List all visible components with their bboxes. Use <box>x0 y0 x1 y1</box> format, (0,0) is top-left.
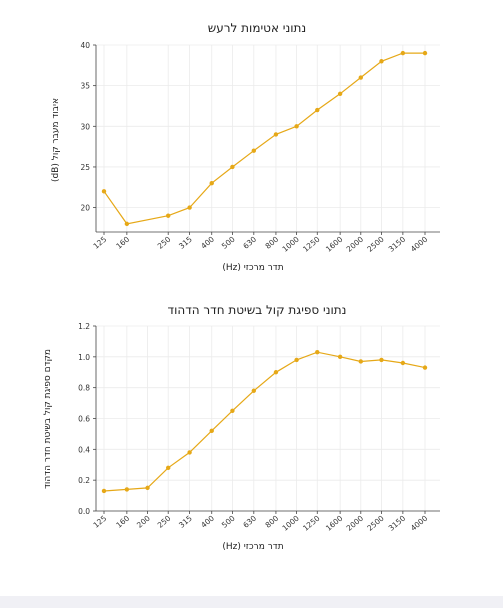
x-tick-label: 250 <box>156 234 173 250</box>
data-point <box>379 59 384 64</box>
data-point <box>273 132 279 137</box>
data-point <box>230 408 235 413</box>
data-point <box>400 360 406 366</box>
x-tick-label: 315 <box>177 234 194 250</box>
data-point <box>358 359 363 364</box>
x-tick-label: 500 <box>220 513 237 529</box>
x-tick-label: 160 <box>114 513 131 529</box>
x-ticks: 125 160 200 250 315 400 500 630 800 1000 1250 1600 2… <box>92 511 430 533</box>
x-tick-label: 400 <box>199 234 216 250</box>
data-point <box>187 450 192 455</box>
x-tick-label: 800 <box>263 234 280 250</box>
data-point <box>337 91 343 96</box>
y-tick-label: 35 <box>80 82 90 91</box>
y-tick-label: 0.0 <box>78 507 90 516</box>
data-point <box>315 107 320 113</box>
x-tick-label: 2000 <box>345 513 366 532</box>
sound-absorption-chart: נתוני ספיגת קול בשיטת חדר הדהוד 0.00.20.… <box>43 303 440 552</box>
y-axis-label: מקדם ספיגת קול בשיטת חדר הדהוד <box>43 349 53 489</box>
x-tick-label: 1000 <box>280 234 301 253</box>
x-tick-label: 500 <box>220 234 237 250</box>
x-tick-label: 4000 <box>409 513 430 532</box>
y-tick-label: 0.2 <box>78 476 90 485</box>
x-axis-label: תדר מרכזי (Hz) <box>222 542 283 552</box>
x-tick-label: 400 <box>199 513 216 529</box>
data-point <box>379 357 384 363</box>
data-point <box>166 213 171 218</box>
x-tick-label: 2500 <box>365 513 386 532</box>
data-point <box>400 50 406 56</box>
data-point <box>101 488 107 494</box>
data-point <box>187 205 192 210</box>
x-tick-label: 315 <box>177 513 194 529</box>
x-tick-label: 250 <box>156 513 173 529</box>
x-ticks: 125 160 250 315 400 500 630 800 1000 1250 1600 2000… <box>92 232 430 254</box>
y-tick-label: 40 <box>80 41 90 50</box>
data-points <box>101 350 428 494</box>
data-point <box>124 487 130 492</box>
x-tick-label: 4000 <box>409 234 430 253</box>
x-tick-label: 125 <box>92 234 109 250</box>
x-tick-label: 125 <box>92 513 109 529</box>
x-tick-label: 1250 <box>301 513 322 532</box>
grid <box>96 325 440 512</box>
data-point <box>166 465 171 471</box>
x-tick-label: 200 <box>135 513 152 529</box>
y-tick-label: 30 <box>80 122 90 131</box>
x-tick-label: 3150 <box>387 513 408 532</box>
x-tick-label: 160 <box>114 234 131 250</box>
x-tick-label: 2000 <box>345 234 366 253</box>
data-point <box>422 365 428 370</box>
data-point <box>358 75 363 80</box>
y-tick-label: 1.0 <box>78 353 90 362</box>
data-point <box>273 370 279 375</box>
data-point <box>315 350 320 355</box>
data-point <box>337 354 343 360</box>
data-point <box>251 148 257 153</box>
x-tick-label: 630 <box>241 234 258 250</box>
data-point <box>124 221 130 227</box>
y-tick-label: 20 <box>80 204 90 213</box>
y-ticks: 0.0 0.2 0.4 0.6 0.8 1.0 1.2 <box>78 322 96 516</box>
y-tick-label: 25 <box>80 163 90 172</box>
data-point <box>145 485 150 491</box>
x-tick-label: 1000 <box>280 513 301 532</box>
y-tick-label: 0.8 <box>78 384 90 393</box>
x-tick-label: 3150 <box>387 234 408 253</box>
y-tick-label: 0.4 <box>78 445 90 454</box>
data-point <box>251 388 257 393</box>
x-tick-label: 1250 <box>301 234 322 253</box>
x-tick-label: 1600 <box>324 513 345 532</box>
y-tick-label: 0.6 <box>78 415 90 424</box>
data-point <box>101 189 107 194</box>
data-point <box>294 357 299 363</box>
grid <box>96 44 440 232</box>
x-axis-label: תדר מרכזי (Hz) <box>222 263 283 273</box>
series-line <box>103 52 425 225</box>
y-axis-label: איבוד מעבר קול (dB) <box>51 98 61 182</box>
y-tick-label: 1.2 <box>78 322 90 331</box>
data-point <box>294 124 299 129</box>
x-tick-label: 630 <box>241 513 258 529</box>
data-points <box>101 50 428 227</box>
x-tick-label: 2500 <box>365 234 386 253</box>
data-point <box>230 164 235 170</box>
x-tick-label: 1600 <box>324 234 345 253</box>
data-point <box>209 428 214 434</box>
chart-title: נתוני אטימות לרעש <box>208 21 306 35</box>
x-tick-label: 800 <box>263 513 280 529</box>
data-point <box>422 50 428 56</box>
footer-bar <box>0 596 503 608</box>
chart-title: נתוני ספיגת קול בשיטת חדר הדהוד <box>168 303 347 317</box>
y-ticks: 20 25 30 35 40 <box>80 41 96 213</box>
data-point <box>209 181 214 186</box>
series-line <box>103 351 426 492</box>
